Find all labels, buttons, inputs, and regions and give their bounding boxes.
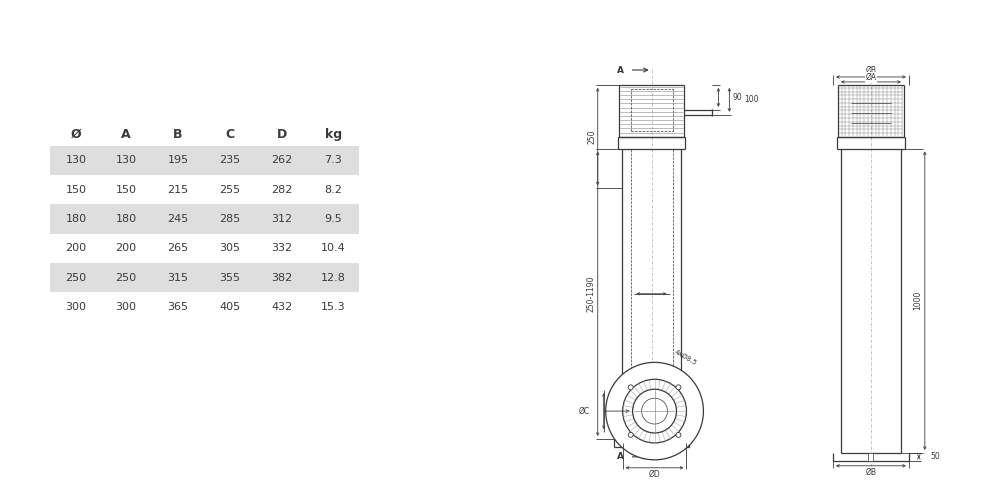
Text: 245: 245 bbox=[167, 214, 189, 224]
Circle shape bbox=[676, 432, 681, 438]
Text: 100: 100 bbox=[744, 96, 759, 104]
Text: 130: 130 bbox=[66, 156, 87, 166]
Bar bbox=[605, 368, 704, 455]
Text: B: B bbox=[173, 128, 183, 140]
Text: 355: 355 bbox=[219, 272, 240, 282]
Text: 7.3: 7.3 bbox=[325, 156, 342, 166]
Circle shape bbox=[606, 362, 703, 460]
Text: 200: 200 bbox=[66, 244, 87, 254]
Text: 215: 215 bbox=[167, 184, 188, 194]
Text: kg: kg bbox=[325, 128, 342, 140]
Text: 285: 285 bbox=[219, 214, 240, 224]
Text: 250: 250 bbox=[66, 272, 87, 282]
Text: 265: 265 bbox=[167, 244, 188, 254]
Bar bbox=[50, 263, 359, 292]
Text: 282: 282 bbox=[271, 184, 292, 194]
Text: 180: 180 bbox=[66, 214, 87, 224]
Text: 250: 250 bbox=[587, 130, 596, 144]
Text: 195: 195 bbox=[167, 156, 188, 166]
Text: A: A bbox=[617, 66, 624, 74]
Bar bbox=[868, 453, 873, 461]
Text: ØD: ØD bbox=[649, 470, 660, 478]
Text: 250-1190: 250-1190 bbox=[586, 276, 595, 312]
Text: 300: 300 bbox=[66, 302, 87, 312]
Circle shape bbox=[628, 432, 633, 438]
Text: 312: 312 bbox=[271, 214, 292, 224]
Text: D: D bbox=[276, 128, 287, 140]
Text: 305: 305 bbox=[219, 244, 240, 254]
Text: 300: 300 bbox=[116, 302, 137, 312]
Text: Ø: Ø bbox=[71, 128, 81, 140]
Text: A: A bbox=[121, 128, 131, 140]
Text: 332: 332 bbox=[271, 244, 292, 254]
Circle shape bbox=[628, 385, 633, 390]
Text: 150: 150 bbox=[116, 184, 137, 194]
Text: 10.4: 10.4 bbox=[321, 244, 346, 254]
Text: 50: 50 bbox=[931, 452, 941, 462]
Text: 315: 315 bbox=[167, 272, 188, 282]
Text: 405: 405 bbox=[219, 302, 240, 312]
Text: ØC: ØC bbox=[579, 406, 590, 416]
Text: 9.5: 9.5 bbox=[325, 214, 342, 224]
Text: 250: 250 bbox=[115, 272, 137, 282]
Text: ØA: ØA bbox=[865, 73, 877, 82]
Text: 235: 235 bbox=[219, 156, 240, 166]
Text: 382: 382 bbox=[271, 272, 292, 282]
Text: A: A bbox=[617, 452, 624, 462]
Text: 255: 255 bbox=[219, 184, 240, 194]
Text: 150: 150 bbox=[66, 184, 87, 194]
Text: 90: 90 bbox=[732, 93, 742, 102]
Circle shape bbox=[676, 385, 681, 390]
Text: 4xØ8.5: 4xØ8.5 bbox=[674, 348, 698, 366]
Text: ØB: ØB bbox=[865, 468, 876, 477]
Bar bbox=[50, 146, 359, 175]
Text: 180: 180 bbox=[115, 214, 137, 224]
Text: 262: 262 bbox=[271, 156, 292, 166]
Text: 200: 200 bbox=[115, 244, 137, 254]
Bar bbox=[50, 204, 359, 234]
Text: 8.2: 8.2 bbox=[325, 184, 342, 194]
Text: 12.8: 12.8 bbox=[321, 272, 346, 282]
Circle shape bbox=[633, 389, 677, 433]
Text: 432: 432 bbox=[271, 302, 292, 312]
Text: ØB: ØB bbox=[865, 66, 876, 74]
Text: C: C bbox=[225, 128, 234, 140]
Text: 365: 365 bbox=[167, 302, 188, 312]
Text: 1000: 1000 bbox=[913, 291, 922, 310]
Text: 15.3: 15.3 bbox=[321, 302, 346, 312]
Text: 130: 130 bbox=[116, 156, 137, 166]
Circle shape bbox=[642, 398, 668, 424]
